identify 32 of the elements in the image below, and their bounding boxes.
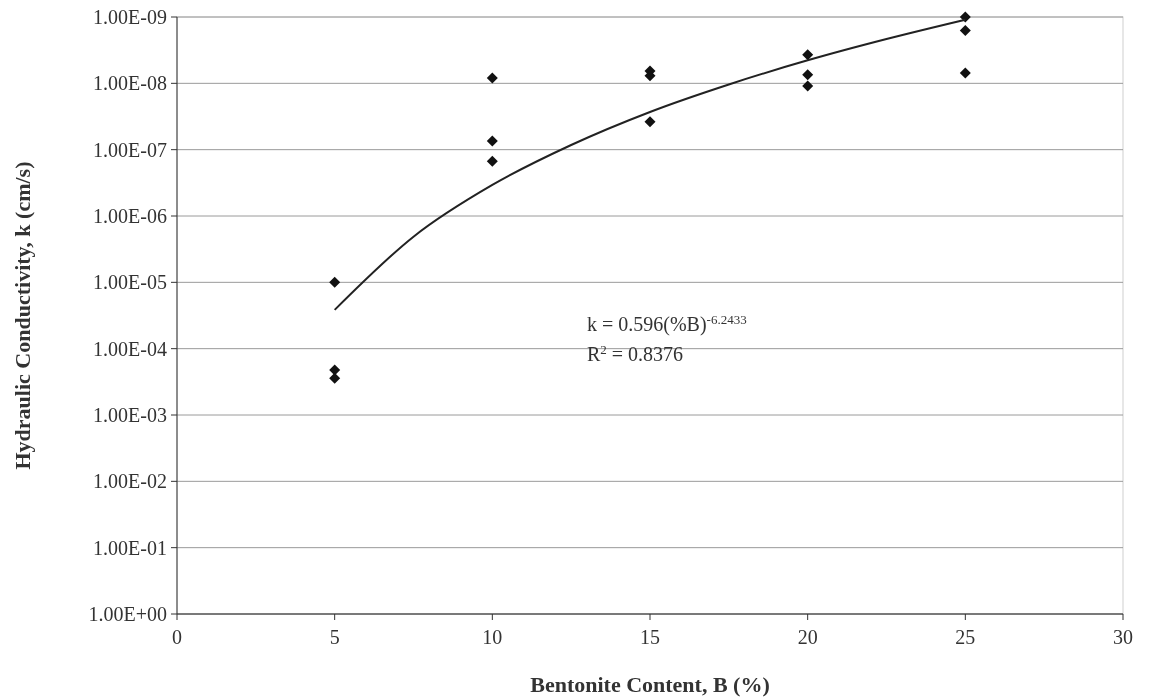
- point: [802, 49, 814, 61]
- x-tick-label: 20: [797, 626, 818, 648]
- x-tick-label: 0: [172, 626, 182, 648]
- x-tick-label: 10: [482, 626, 503, 648]
- point: [959, 25, 971, 37]
- point: [644, 116, 656, 128]
- point: [486, 72, 498, 84]
- point: [802, 80, 814, 92]
- x-tick-label: 15: [640, 626, 660, 648]
- y-tick-label: 1.00E-08: [93, 72, 167, 95]
- point: [329, 364, 341, 376]
- y-tick-label: 1.00E-09: [93, 6, 167, 28]
- point: [329, 276, 341, 288]
- y-tick-label: 1.00E-06: [93, 205, 167, 227]
- y-tick-label: 1.00E-01: [93, 536, 167, 559]
- y-tick-label: 1.00E+00: [88, 603, 167, 625]
- y-tick-label: 1.00E-05: [93, 271, 167, 294]
- y-tick-label: 1.00E-02: [93, 470, 167, 493]
- x-tick-label: 30: [1113, 626, 1133, 648]
- x-tick-label: 25: [955, 626, 976, 648]
- y-axis-title: Hydraulic Conductivity, k (cm/s): [10, 161, 35, 470]
- x-axis-title: Bentonite Content, B (%): [530, 672, 770, 697]
- y-tick-label: 1.00E-03: [93, 404, 167, 426]
- point: [959, 67, 971, 79]
- y-tick-label: 1.00E-04: [93, 337, 167, 360]
- point: [486, 135, 498, 147]
- annotation: k = 0.596(%B)$^{-6.2433}$: [587, 311, 747, 336]
- point: [802, 69, 814, 81]
- y-tick-label: 1.00E-07: [93, 138, 167, 161]
- point: [486, 155, 498, 167]
- x-tick-label: 5: [329, 626, 340, 648]
- annotation: R$^{2}$ = 0.8376: [587, 341, 684, 365]
